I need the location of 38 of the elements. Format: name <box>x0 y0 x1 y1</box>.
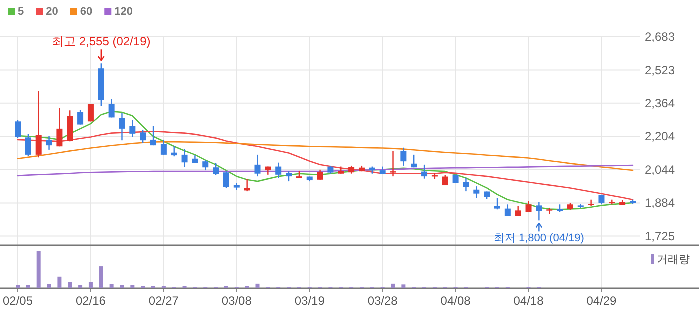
annotation: 최저 1,800 (04/19) <box>494 232 584 245</box>
bar <box>256 284 260 288</box>
x-tick-label: 03/19 <box>294 294 326 308</box>
y-tick-label: 2,044 <box>645 162 676 177</box>
bar <box>110 284 114 288</box>
bar <box>68 282 72 288</box>
bar <box>26 285 30 288</box>
y-tick-label: 1,884 <box>645 196 676 210</box>
bar <box>88 282 93 288</box>
y-tick-label: 2,523 <box>645 63 676 78</box>
x-tick-label: 02/27 <box>148 294 180 308</box>
bar <box>58 276 62 288</box>
x-tick-label: 03/08 <box>222 294 252 308</box>
bar <box>120 285 124 288</box>
legend-label: 120 <box>114 6 133 18</box>
y-tick-label: 2,364 <box>645 96 676 110</box>
x-tick-label: 04/18 <box>514 294 544 308</box>
bar <box>99 266 104 288</box>
x-tick-label: 04/29 <box>586 294 618 308</box>
y-tick-label: 2,683 <box>645 30 676 44</box>
legend-label: 20 <box>46 6 58 18</box>
y-tick-label: 2,204 <box>645 130 676 144</box>
y-tick-label: 1,725 <box>645 229 676 244</box>
x-tick-label: 02/05 <box>2 294 34 308</box>
x-tick-label: 03/28 <box>368 294 398 308</box>
legend-label: 거래량 <box>657 254 690 266</box>
x-tick-label: 04/08 <box>440 294 472 308</box>
bar <box>47 284 52 288</box>
bar <box>78 285 83 288</box>
bar <box>391 284 396 288</box>
legend-label: 5 <box>18 6 24 18</box>
bar <box>402 284 406 288</box>
bar <box>36 251 41 288</box>
bar <box>16 285 20 288</box>
bar <box>130 285 135 288</box>
x-tick-label: 02/16 <box>76 294 106 308</box>
legend-label: 60 <box>80 6 93 18</box>
annotation: 최고 2,555 (02/19) <box>52 34 151 49</box>
